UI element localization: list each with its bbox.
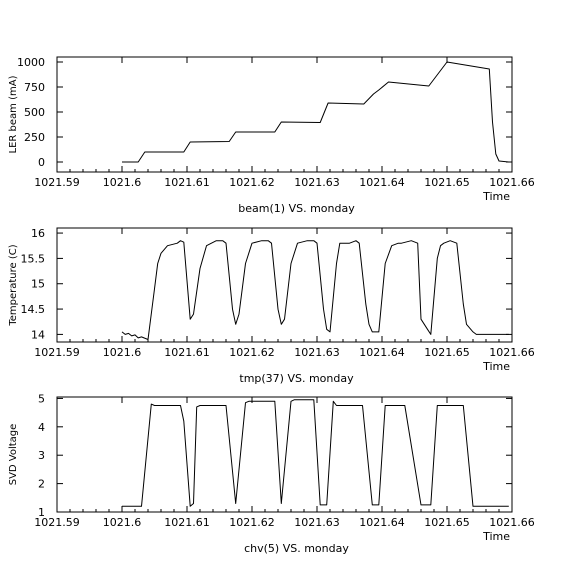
y-tick-label: 16 <box>31 227 45 240</box>
chart-caption: tmp(37) VS. monday <box>239 372 354 385</box>
x-tick-label: 1021.59 <box>34 176 80 189</box>
chart-panel-2: 1021.59 1021.6 1021.61 1021.62 1021.63 1021.6… <box>8 227 535 385</box>
y-tick-label: 0 <box>38 156 45 169</box>
x-tick-label: 1021.65 <box>424 346 470 359</box>
x-tick-label: 1021.66 <box>489 516 535 529</box>
x-tick-label: 1021.66 <box>489 346 535 359</box>
y-tick-label: 14 <box>31 328 45 341</box>
x-tick-label: 1021.62 <box>229 176 275 189</box>
y-tick-label: 5 <box>38 392 45 405</box>
plot-frame <box>56 56 513 173</box>
x-tick-label: 1021.64 <box>359 176 405 189</box>
x-tick-label: 1021.65 <box>424 176 470 189</box>
y-tick-label: 3 <box>38 449 45 462</box>
y-tick-label: 4 <box>38 421 45 434</box>
y-tick-label: 750 <box>24 81 45 94</box>
y-axis-label: Temperature (C) <box>8 244 19 326</box>
x-axis-unit: Time <box>482 360 510 373</box>
x-axis-unit: Time <box>482 530 510 543</box>
y-tick-label: 15.5 <box>21 252 46 265</box>
y-tick-label: 2 <box>38 478 45 491</box>
y-axis-label: SVD Voltage <box>8 424 19 486</box>
chart-panel-1: 1021.59 1021.6 1021.61 1021.62 1021.63 1021.6… <box>8 56 535 215</box>
x-tick-label: 1021.65 <box>424 516 470 529</box>
series-line <box>121 240 509 340</box>
chart-caption: beam(1) VS. monday <box>238 202 355 215</box>
x-tick-label: 1021.59 <box>34 346 80 359</box>
chart-caption: chv(5) VS. monday <box>244 542 349 555</box>
series-line <box>122 399 509 507</box>
plot-frame <box>56 227 513 343</box>
y-tick-label: 1000 <box>17 56 45 69</box>
x-tick-label: 1021.6 <box>103 516 142 529</box>
plot-frame <box>56 396 513 513</box>
series-line <box>122 61 509 163</box>
y-tick-label: 14.5 <box>21 303 46 316</box>
x-tick-label: 1021.6 <box>103 176 142 189</box>
x-tick-label: 1021.6 <box>103 346 142 359</box>
x-tick-label: 1021.61 <box>164 176 210 189</box>
x-tick-label: 1021.61 <box>164 346 210 359</box>
y-tick-label: 250 <box>24 131 45 144</box>
y-tick-label: 15 <box>31 278 45 291</box>
x-tick-label: 1021.63 <box>294 176 340 189</box>
x-tick-label: 1021.66 <box>489 176 535 189</box>
x-tick-label: 1021.64 <box>359 346 405 359</box>
x-tick-label: 1021.63 <box>294 516 340 529</box>
y-tick-label: 500 <box>24 106 45 119</box>
x-tick-label: 1021.62 <box>229 516 275 529</box>
chart-panel-3: 1021.59 1021.6 1021.61 1021.62 1021.63 1021.6… <box>8 392 535 555</box>
x-tick-label: 1021.62 <box>229 346 275 359</box>
x-tick-label: 1021.64 <box>359 516 405 529</box>
x-axis-unit: Time <box>482 190 510 203</box>
x-tick-label: 1021.63 <box>294 346 340 359</box>
y-axis-label: LER beam (mA) <box>8 75 19 153</box>
x-tick-label: 1021.61 <box>164 516 210 529</box>
x-tick-label: 1021.59 <box>34 516 80 529</box>
y-tick-label: 1 <box>38 506 45 519</box>
